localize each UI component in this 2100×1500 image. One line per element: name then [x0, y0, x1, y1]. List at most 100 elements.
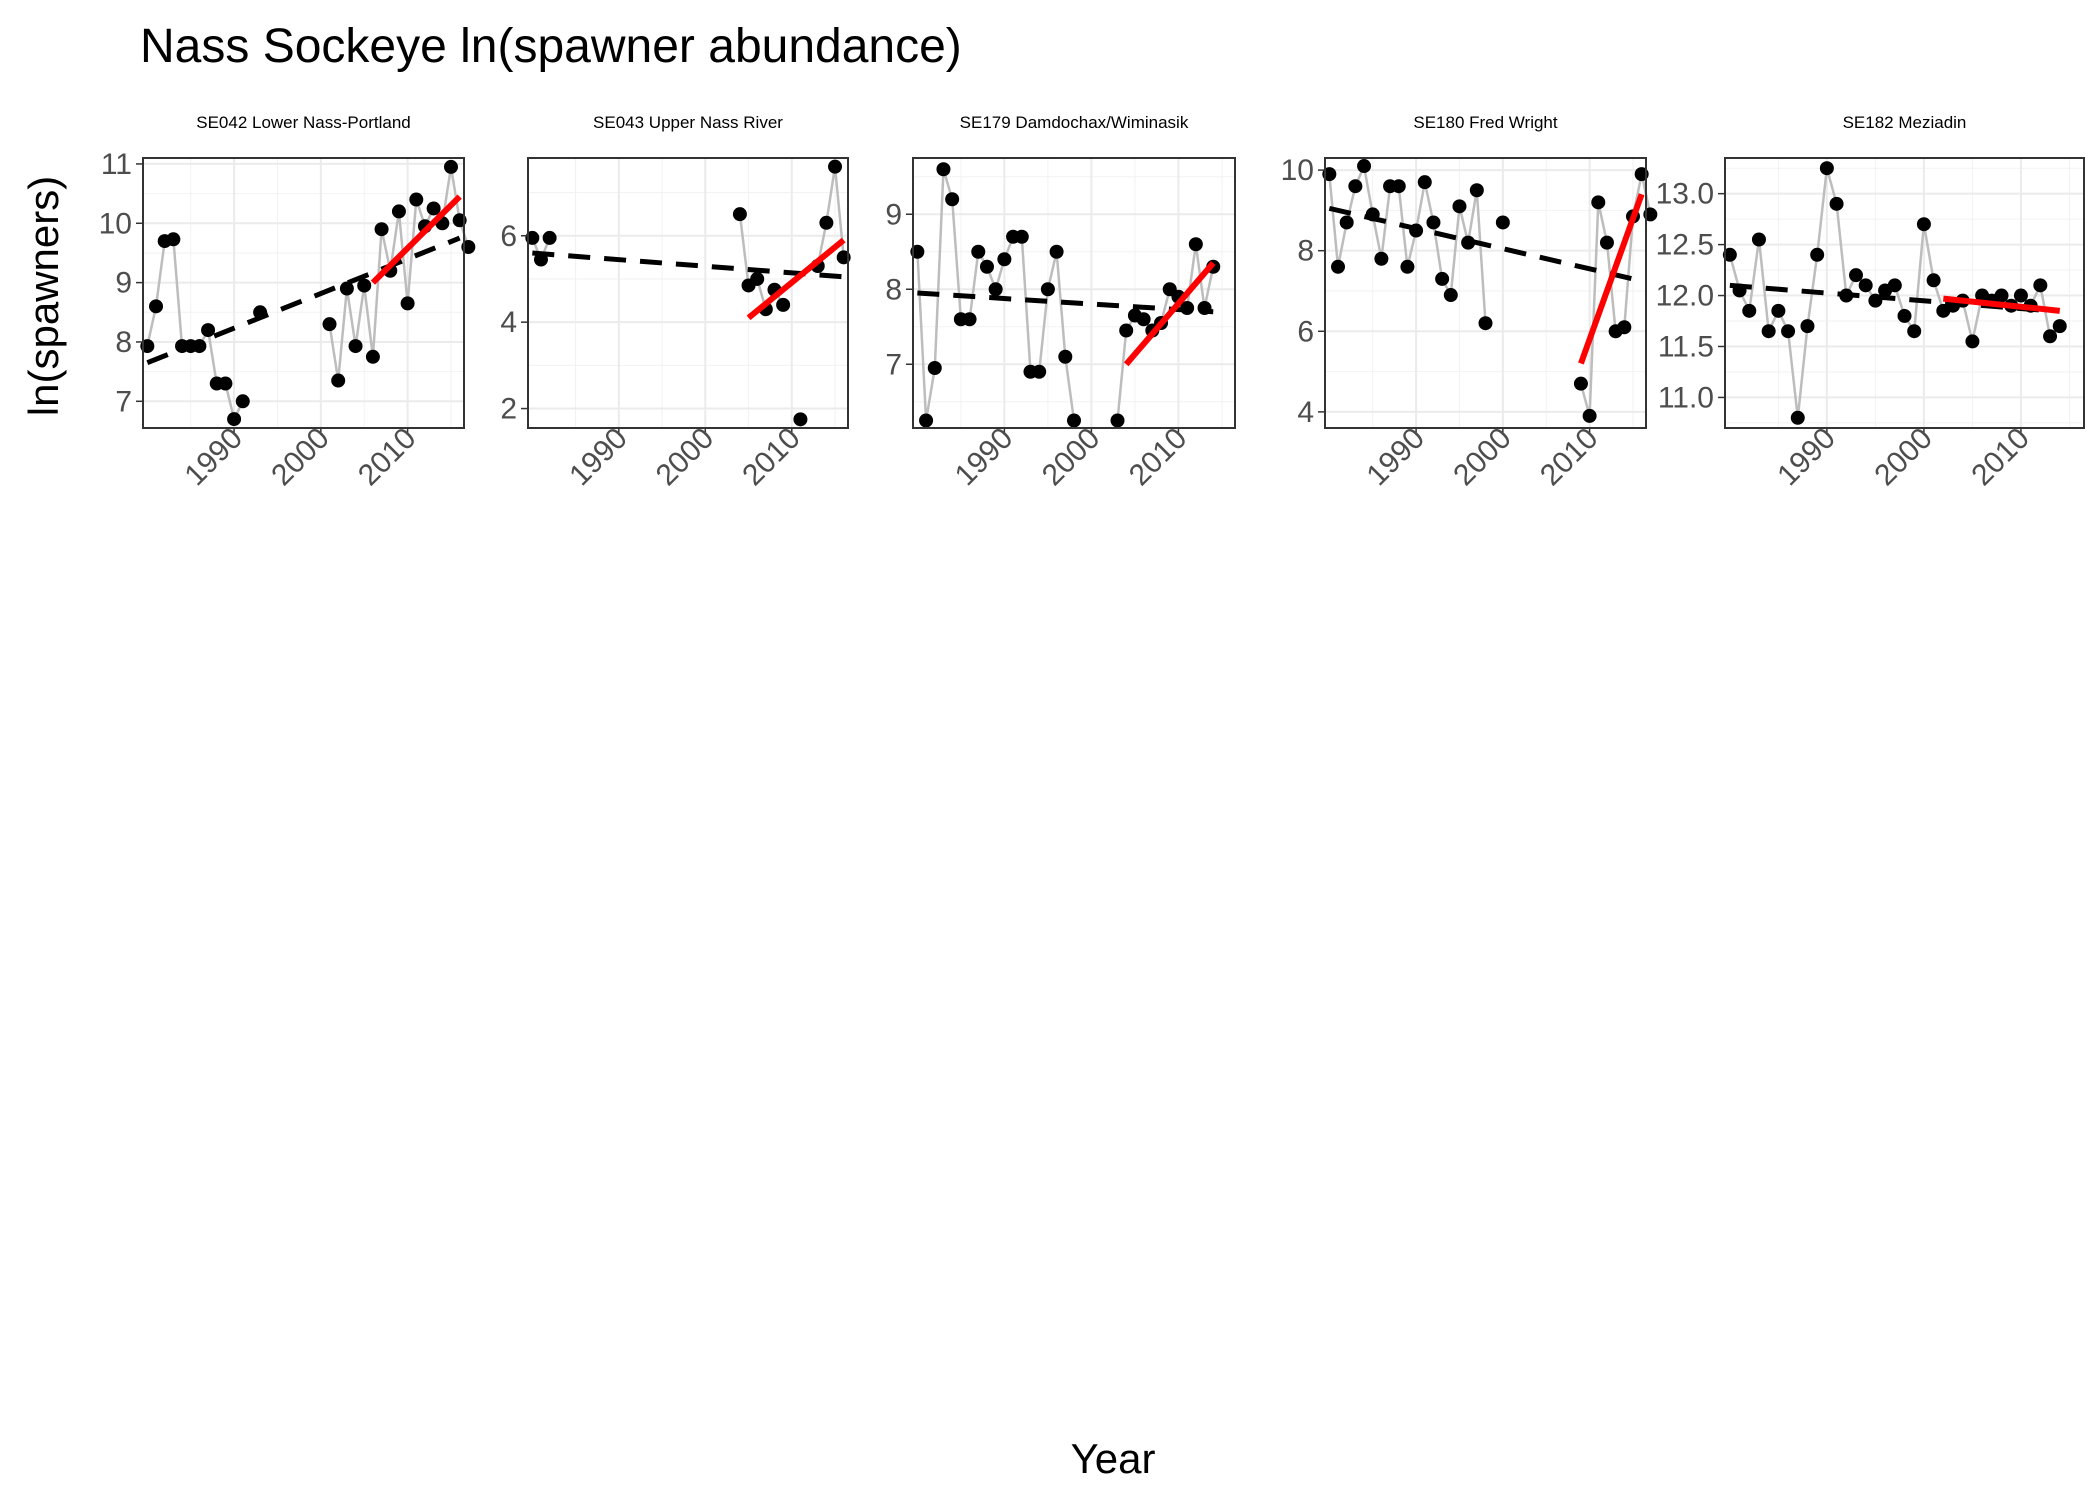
data-point — [1916, 217, 1931, 232]
data-point — [192, 339, 207, 354]
data-point — [374, 222, 389, 237]
data-point — [1761, 324, 1776, 339]
facet-strip-label: SE179 Damdochax/Wiminasik — [960, 113, 1189, 132]
facet-strip-label: SE042 Lower Nass-Portland — [196, 113, 411, 132]
data-point — [1781, 324, 1796, 339]
data-point — [936, 162, 951, 177]
data-point — [1897, 308, 1912, 323]
data-point — [776, 297, 791, 312]
data-point — [1357, 159, 1372, 174]
data-point — [1049, 244, 1064, 259]
data-point — [542, 230, 557, 245]
data-point — [235, 394, 250, 409]
data-point — [971, 244, 986, 259]
data-point — [919, 413, 934, 428]
data-point — [201, 323, 216, 338]
y-tick-label: 6 — [1297, 315, 1314, 348]
y-tick-label: 2 — [500, 393, 517, 426]
data-point — [1339, 215, 1354, 230]
x-tick-label: 1990 — [1771, 422, 1842, 493]
y-tick-label: 7 — [885, 348, 902, 381]
x-tick-label: 1990 — [1361, 422, 1432, 493]
data-point — [253, 305, 268, 320]
facet-panel-4: SE180 Fred Wright 4 6 8 10 1990 2000 2010 — [1281, 113, 1658, 492]
data-point — [339, 281, 354, 296]
x-tick-label: 1990 — [179, 422, 250, 493]
data-point — [166, 232, 181, 247]
data-point — [1478, 316, 1493, 331]
x-tick-label: 2000 — [1447, 422, 1518, 493]
x-tick-label: 2010 — [1534, 422, 1605, 493]
data-point — [1722, 247, 1737, 262]
data-point — [1136, 312, 1151, 327]
data-point — [1365, 207, 1380, 222]
y-tick-label: 11 — [101, 148, 132, 181]
data-point — [1188, 237, 1203, 252]
y-tick-label: 8 — [1297, 235, 1314, 268]
data-point — [1374, 251, 1389, 266]
long-term-trend-line — [1328, 205, 1634, 282]
x-tick-label: 2000 — [1868, 422, 1939, 493]
data-point — [1119, 323, 1134, 338]
y-tick-label: 8 — [115, 326, 132, 359]
data-point — [149, 299, 164, 314]
x-tick-label: 2010 — [1965, 422, 2036, 493]
series-connector-line — [816, 166, 845, 267]
data-point — [1391, 179, 1406, 194]
facet-panel-5: SE182 Meziadin 11.0 11.5 12.0 12.5 13.0 1990 20… — [1656, 113, 2085, 493]
panel-border — [527, 157, 849, 429]
data-point — [391, 204, 406, 219]
x-tick-label: 1990 — [949, 422, 1020, 493]
data-point — [1965, 334, 1980, 349]
data-point — [348, 339, 363, 354]
data-point — [1400, 259, 1415, 274]
data-point — [1858, 278, 1873, 293]
recent-trend-line — [370, 194, 462, 285]
data-point — [365, 349, 380, 364]
y-tick-label: 11.0 — [1658, 381, 1714, 414]
data-point — [945, 192, 960, 207]
data-point — [732, 207, 747, 222]
data-point — [979, 259, 994, 274]
data-point — [1348, 179, 1363, 194]
data-point — [793, 412, 808, 427]
data-point — [322, 317, 337, 332]
y-tick-label: 12.0 — [1656, 280, 1714, 313]
x-tick-label: 2010 — [1123, 422, 1194, 493]
data-point — [1829, 196, 1844, 211]
data-point — [1409, 223, 1424, 238]
data-point — [997, 252, 1012, 267]
data-point — [962, 312, 977, 327]
data-point — [1868, 293, 1883, 308]
x-tick-label: 2000 — [1036, 422, 1107, 493]
data-point — [1180, 301, 1195, 315]
data-point — [1110, 413, 1125, 428]
data-point — [1032, 364, 1047, 379]
x-tick-label: 2000 — [650, 422, 721, 493]
data-point — [819, 215, 834, 230]
data-point — [750, 271, 765, 286]
data-point — [1771, 303, 1786, 318]
data-point — [1443, 288, 1458, 303]
data-point — [1926, 273, 1941, 288]
data-point — [988, 282, 1003, 297]
data-point — [1994, 288, 2009, 303]
data-point — [1331, 259, 1346, 274]
y-axis-title: ln(spawners) — [20, 176, 67, 416]
y-tick-label: 9 — [885, 198, 902, 231]
y-tick-label: 12.5 — [1656, 229, 1714, 262]
panel-border — [1724, 157, 2085, 429]
data-point — [1040, 282, 1055, 297]
y-tick-label: 10 — [99, 207, 132, 240]
data-point — [1495, 215, 1510, 230]
data-point — [1014, 229, 1029, 244]
data-point — [426, 201, 441, 216]
y-tick-label: 11.5 — [1658, 330, 1714, 363]
data-point — [1800, 319, 1815, 334]
recent-trend-line — [746, 237, 846, 321]
data-point — [443, 159, 458, 174]
figure-title: Nass Sockeye ln(spawner abundance) — [140, 20, 962, 73]
facet-panel-1: SE042 Lower Nass-Portland 7 8 9 10 11 1990 2000… — [99, 113, 476, 492]
